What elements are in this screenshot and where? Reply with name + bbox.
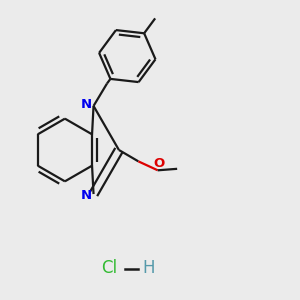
Text: O: O (153, 157, 164, 170)
Text: N: N (80, 189, 92, 202)
Text: H: H (142, 259, 155, 277)
Text: Cl: Cl (102, 259, 118, 277)
Text: N: N (80, 98, 92, 111)
